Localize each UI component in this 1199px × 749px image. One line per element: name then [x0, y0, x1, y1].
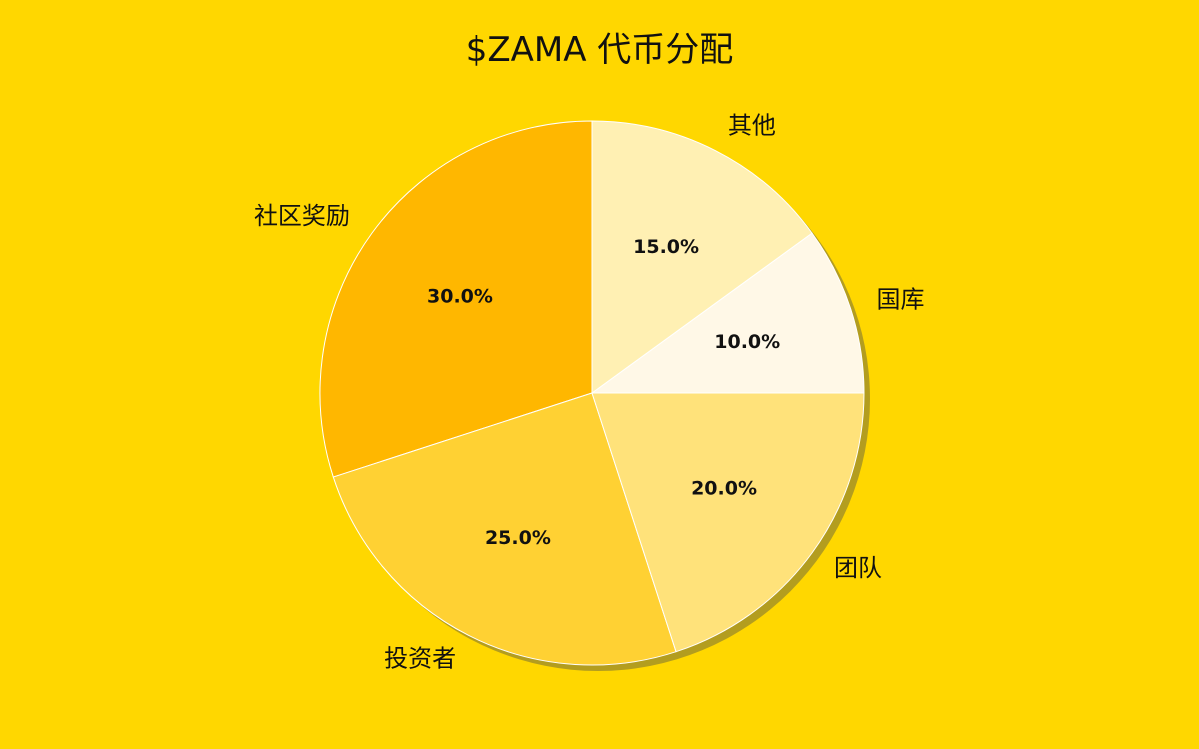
pie-slice — [590, 232, 865, 394]
slice-percent-label: 30.0% — [427, 286, 493, 308]
pie-slice — [332, 392, 677, 666]
slice-percent-label: 15.0% — [633, 236, 699, 258]
slice-percent-label: 25.0% — [485, 527, 551, 549]
slice-percent-label: 10.0% — [714, 331, 780, 353]
slice-category-label: 投资者 — [384, 645, 456, 673]
slice-category-label: 其他 — [728, 111, 776, 139]
pie-slice — [591, 392, 865, 653]
pie-slice — [319, 120, 593, 478]
chart-title: $ZAMA 代币分配 — [465, 30, 734, 70]
pie-slice — [591, 120, 813, 394]
slice-category-label: 国库 — [877, 286, 925, 314]
slice-percent-label: 20.0% — [691, 477, 757, 499]
slice-category-label: 团队 — [834, 554, 882, 582]
slice-category-label: 社区奖励 — [254, 202, 350, 230]
